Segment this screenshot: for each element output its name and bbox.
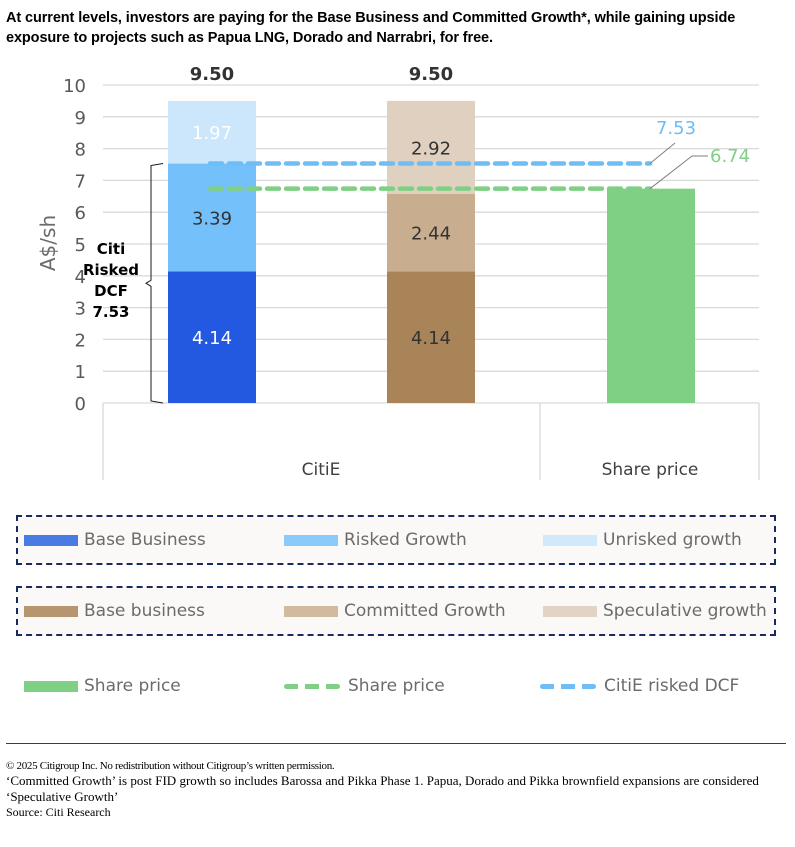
- brace-annotation-text: 7.53: [92, 303, 129, 321]
- bar-segment: [168, 163, 256, 272]
- bar-segment: [168, 271, 256, 403]
- category-label: Share price: [602, 460, 699, 480]
- bar-total-label: 9.50: [190, 64, 234, 85]
- segment-value-label: 2.92: [411, 138, 451, 159]
- y-tick-label: 4: [75, 267, 86, 288]
- reference-lines: 7.53 6.74: [207, 118, 750, 191]
- legend-label: Share price: [84, 676, 181, 696]
- citi-risked-dcf-bar: 4.14 3.39 1.97 9.50: [168, 64, 256, 403]
- legend-item-unrisked-growth: Unrisked growth: [543, 517, 742, 563]
- legend-item-share-price-bar: Share price: [24, 670, 181, 702]
- bar-segment: [387, 193, 475, 272]
- segment-value-label: 3.39: [192, 208, 232, 229]
- leader-line: [649, 142, 676, 164]
- segment-value-label: 2.44: [411, 224, 451, 245]
- legend-committed-speculative: Base business Committed Growth Speculati…: [16, 586, 776, 636]
- legend-item-citie-risked-dcf-line: CitiE risked DCF: [540, 670, 739, 702]
- footnote-text: ‘Committed Growth’ is post FID growth so…: [6, 773, 759, 804]
- swatch-base-business-2: [24, 605, 78, 617]
- y-axis-ticks: 0 1 2 3 4 5 6 7 8 9 10: [63, 76, 86, 415]
- y-tick-label: 7: [75, 171, 86, 192]
- bar-segment: [387, 100, 475, 194]
- bar-segment: [607, 188, 695, 403]
- y-tick-label: 9: [75, 108, 86, 129]
- legend-citie-dcf: Base Business Risked Growth Unrisked gro…: [16, 515, 776, 565]
- swatch-citie-risked-dcf-line: [540, 683, 596, 689]
- segment-value-label: 4.14: [411, 328, 451, 349]
- category-label: CitiE: [302, 460, 341, 480]
- brace-icon: [145, 163, 164, 404]
- brace-annotation-text: DCF: [94, 282, 128, 300]
- bar-segment: [387, 271, 475, 403]
- legend-label: CitiE risked DCF: [604, 676, 740, 696]
- source-text: Source: Citi Research: [6, 805, 111, 819]
- annotations: Citi Risked DCF 7.53: [83, 163, 164, 404]
- swatch-base-business: [24, 534, 78, 546]
- bar-total-label: 9.50: [409, 64, 453, 85]
- brace-annotation-text: Citi: [97, 240, 125, 258]
- legend-item-base-business-2: Base business: [24, 588, 205, 634]
- y-tick-label: 0: [75, 394, 86, 415]
- legend-item-base-business: Base Business: [24, 517, 206, 563]
- y-axis-label: A$/sh: [36, 215, 60, 271]
- legend-label: Speculative growth: [603, 601, 767, 621]
- y-tick-label: 8: [75, 140, 86, 161]
- legend-label: Risked Growth: [344, 530, 467, 550]
- swatch-risked-growth: [284, 534, 338, 546]
- chart-title: At current levels, investors are paying …: [6, 10, 736, 46]
- y-tick-label: 1: [75, 362, 86, 383]
- y-tick-label: 10: [63, 76, 86, 97]
- legend-label: Base Business: [84, 530, 206, 550]
- bar-segment: [168, 100, 256, 164]
- swatch-unrisked-growth: [543, 534, 597, 546]
- y-tick-label: 5: [75, 235, 86, 256]
- stacked-bar-chart: 0 1 2 3 4 5 6 7 8 9 10 A$/sh CitiE Share price 4.14…: [36, 64, 760, 480]
- y-tick-label: 2: [75, 330, 86, 351]
- legend-item-risked-growth: Risked Growth: [284, 517, 467, 563]
- legend-item-share-price-line: Share price: [284, 670, 445, 702]
- reference-value-label: 6.74: [710, 146, 750, 167]
- legend-label: Base business: [84, 601, 205, 621]
- share-price-bar: [607, 188, 695, 403]
- footer-divider: [6, 743, 786, 744]
- committed-speculative-bar: 4.14 2.44 2.92 9.50: [387, 64, 475, 403]
- swatch-committed-growth: [284, 605, 338, 617]
- copyright-text: © 2025 Citigroup Inc. No redistribution …: [6, 760, 335, 772]
- legend-label: Share price: [348, 676, 445, 696]
- legend-label: Unrisked growth: [603, 530, 742, 550]
- y-tick-label: 6: [75, 203, 86, 224]
- brace-annotation-text: Risked: [83, 261, 139, 279]
- swatch-speculative-growth: [543, 605, 597, 617]
- footer: © 2025 Citigroup Inc. No redistribution …: [6, 759, 786, 820]
- category-axis: CitiE Share price: [102, 402, 760, 480]
- swatch-share-price-bar: [24, 680, 78, 692]
- legend-share-price: Share price Share price CitiE risked DCF: [16, 670, 786, 702]
- legend-label: Committed Growth: [344, 601, 506, 621]
- reference-value-label: 7.53: [656, 118, 696, 139]
- swatch-share-price-line: [284, 683, 340, 689]
- bars: 4.14 3.39 1.97 9.50 4.14 2.44 2.92 9.50: [168, 64, 695, 403]
- leader-line: [649, 155, 708, 190]
- segment-value-label: 4.14: [192, 328, 232, 349]
- legend-item-speculative-growth: Speculative growth: [543, 588, 767, 634]
- segment-value-label: 1.97: [192, 123, 232, 144]
- y-tick-label: 3: [75, 299, 86, 320]
- legend-item-committed-growth: Committed Growth: [284, 588, 506, 634]
